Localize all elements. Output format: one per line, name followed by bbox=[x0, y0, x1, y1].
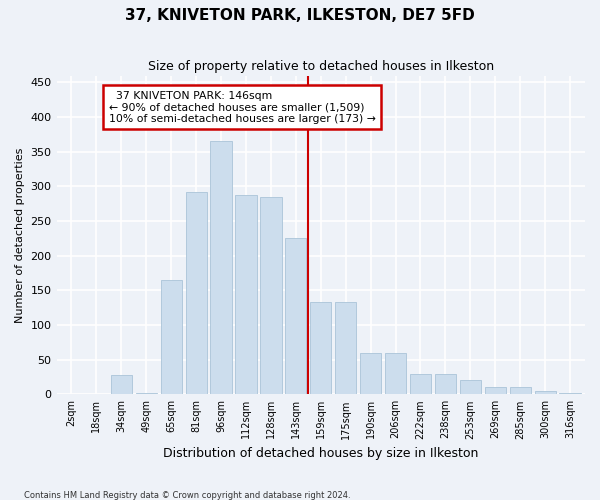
Bar bbox=[559, 393, 581, 394]
Bar bbox=[460, 380, 481, 394]
Bar bbox=[310, 302, 331, 394]
Bar bbox=[335, 302, 356, 394]
Bar bbox=[285, 238, 307, 394]
Bar bbox=[410, 374, 431, 394]
Bar bbox=[260, 197, 281, 394]
Bar bbox=[435, 374, 456, 394]
Bar bbox=[161, 280, 182, 394]
Bar bbox=[485, 386, 506, 394]
Text: 37, KNIVETON PARK, ILKESTON, DE7 5FD: 37, KNIVETON PARK, ILKESTON, DE7 5FD bbox=[125, 8, 475, 22]
Text: 37 KNIVETON PARK: 146sqm
← 90% of detached houses are smaller (1,509)
10% of sem: 37 KNIVETON PARK: 146sqm ← 90% of detach… bbox=[109, 91, 376, 124]
Bar bbox=[211, 142, 232, 394]
Bar bbox=[111, 375, 132, 394]
Bar bbox=[509, 386, 531, 394]
Bar bbox=[385, 352, 406, 395]
X-axis label: Distribution of detached houses by size in Ilkeston: Distribution of detached houses by size … bbox=[163, 447, 478, 460]
Bar bbox=[535, 391, 556, 394]
Bar bbox=[235, 196, 257, 394]
Bar bbox=[185, 192, 207, 394]
Bar bbox=[360, 352, 381, 395]
Text: Contains HM Land Registry data © Crown copyright and database right 2024.: Contains HM Land Registry data © Crown c… bbox=[24, 490, 350, 500]
Bar bbox=[136, 393, 157, 394]
Y-axis label: Number of detached properties: Number of detached properties bbox=[15, 147, 25, 322]
Title: Size of property relative to detached houses in Ilkeston: Size of property relative to detached ho… bbox=[148, 60, 494, 73]
